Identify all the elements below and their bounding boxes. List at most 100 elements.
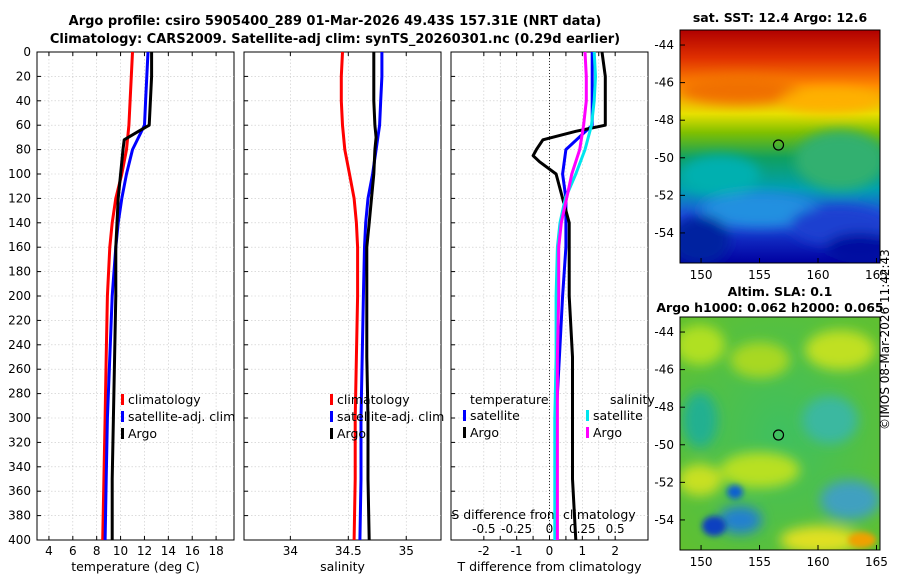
y-tick-label: 40 [16, 94, 31, 108]
legend: temperature salinitysatelliteArgosatellit… [463, 392, 655, 440]
map-lon-label: 160 [807, 555, 830, 569]
legend-header: temperature [470, 392, 549, 407]
legend-label: Argo [128, 426, 157, 441]
map-axes: -44 -46 -48 -50 -52 -54 150 155 160 165 -44 -46 -48 -… [654, 38, 888, 569]
x-tick-label: 4 [45, 544, 53, 558]
legend-label: satellite-adj. clim [128, 409, 235, 424]
x-tick-label: 10 [113, 544, 128, 558]
x-tick-label: 16 [185, 544, 200, 558]
x-tick-label: 1 [579, 544, 587, 558]
sla-argo-location-marker [772, 429, 785, 441]
map-lat-label: -46 [654, 76, 674, 90]
y-tick-label: 80 [16, 143, 31, 157]
legend-swatch [586, 410, 589, 421]
map-lon-label: 150 [690, 268, 713, 282]
legend-label: satellite [593, 408, 643, 423]
legend-label: Argo [470, 425, 499, 440]
map-lat-label: -50 [654, 438, 674, 452]
legend-label: climatology [337, 392, 410, 407]
legend-label: Argo [593, 425, 622, 440]
y-tick-label: 400 [8, 533, 31, 547]
map-lon-label: 155 [748, 555, 771, 569]
series-line-satellite-adj-clim [103, 51, 150, 541]
legend-swatch [330, 411, 333, 422]
map-lon-label: 150 [690, 555, 713, 569]
y-tick-label: 120 [8, 191, 31, 205]
y-tick-label: 140 [8, 216, 31, 230]
x-tick-label: 18 [208, 544, 223, 558]
y-tick-label: 200 [8, 289, 31, 303]
map-lat-label: -50 [654, 151, 674, 165]
legend-swatch [121, 394, 124, 405]
legend-label: satellite [470, 408, 520, 423]
series-line-temperature-argo [531, 51, 607, 541]
y-tick-label: 220 [8, 313, 31, 327]
x2-tick-label: 0.5 [606, 522, 625, 536]
x-axis-label: salinity [320, 559, 365, 574]
x-tick-labels: 34 34.5 35 [283, 544, 414, 558]
y-tick-label: 260 [8, 362, 31, 376]
figure-title-line2: Climatology: CARS2009. Satellite-adj cli… [49, 32, 621, 47]
map-lon-label: 155 [748, 268, 771, 282]
y-tick-label: 180 [8, 265, 31, 279]
series-line-satellite-adj-clim [358, 52, 384, 541]
legend-label: satellite-adj. clim [337, 409, 444, 424]
legend-label: climatology [128, 392, 201, 407]
legend: climatology satellite-adj. clim Argo [330, 392, 444, 441]
figure-title-line1: Argo profile: csiro 5905400_289 01-Mar-2… [68, 14, 602, 29]
x2-tick-label: 0 [546, 522, 554, 536]
y-tick-label: 20 [16, 69, 31, 83]
x-axis-label: temperature (deg C) [71, 559, 200, 574]
series-line-argo [110, 52, 154, 540]
x-tick-label: 8 [93, 544, 101, 558]
x2-tick-label: -0.25 [501, 522, 532, 536]
x-axis-label: T difference from climatology [456, 559, 642, 574]
legend-label: Argo [337, 426, 366, 441]
legend-swatch [330, 394, 333, 405]
x-tick-label: 34.5 [335, 544, 362, 558]
x-tick-label: -2 [478, 544, 490, 558]
sst-map [680, 30, 880, 263]
y-tick-label: 60 [16, 118, 31, 132]
x-tick-label: 12 [137, 544, 152, 558]
x2-tick-label: -0.5 [472, 522, 495, 536]
legend-header: salinity [610, 392, 655, 407]
legend-swatch [463, 427, 466, 438]
legend-swatch [463, 410, 466, 421]
map-lat-label: -48 [654, 113, 674, 127]
series-line-climatology [339, 51, 360, 541]
legend-swatch [330, 428, 333, 439]
map-lat-label: -44 [654, 38, 674, 52]
legend: climatology satellite-adj. clim Argo [121, 392, 235, 441]
y-tick-label: 160 [8, 240, 31, 254]
y-tick-label: 0 [23, 45, 31, 59]
sst-map-title: sat. SST: 12.4 Argo: 12.6 [692, 10, 868, 25]
x-tick-label: 14 [161, 544, 176, 558]
sla-map [680, 317, 880, 550]
x-tick-labels: 4 6 8 10 12 14 16 18 [45, 544, 224, 558]
map-lat-label: -52 [654, 188, 674, 202]
x-tick-label: -1 [511, 544, 523, 558]
profile-panel-1: 4 6 8 10 12 14 16 18 temperature (deg C) 0 20 40 60 8… [8, 45, 235, 574]
series-line-argo [365, 52, 378, 541]
map-lon-label: 160 [807, 268, 830, 282]
map-lat-label: -48 [654, 400, 674, 414]
x-tick-labels: -2 -1 0 1 2 [478, 544, 619, 558]
y-tick-label: 360 [8, 484, 31, 498]
map-lat-label: -44 [654, 325, 674, 339]
sla-map-title-1: Altim. SLA: 0.1 [727, 284, 833, 299]
profile-panel-3: -2 -1 0 1 2T difference from climatology S di… [450, 51, 655, 574]
map-lat-label: -54 [654, 226, 674, 240]
y-tick-label: 280 [8, 387, 31, 401]
map-lat-label: -54 [654, 513, 674, 527]
map-lon-label: 165 [865, 555, 888, 569]
series-line-salinity-argo [555, 51, 588, 540]
profile-panel-2: 34 34.5 35 salinity climatology satellite-adj… [243, 51, 444, 574]
sst-argo-location-marker [772, 139, 785, 151]
series-line-climatology [101, 51, 134, 541]
map-lat-label: -46 [654, 363, 674, 377]
y-tick-label: 380 [8, 509, 31, 523]
x-tick-label: 34 [283, 544, 298, 558]
map-lon-label: 165 [865, 268, 888, 282]
